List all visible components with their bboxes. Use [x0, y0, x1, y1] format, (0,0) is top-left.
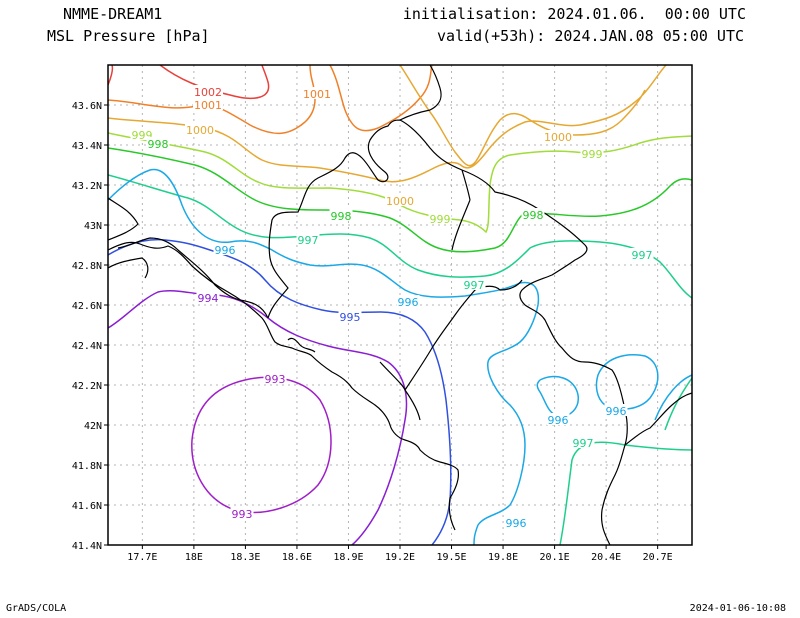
x-tick-label: 18.6E [282, 552, 312, 563]
contour-label-bg [185, 123, 215, 135]
y-tick-label: 42.8N [72, 261, 102, 272]
contour-label: 1002 [194, 86, 222, 99]
software-credit: GrADS/COLA [6, 603, 67, 614]
contour-label: 994 [198, 292, 219, 305]
contour-label-bg [338, 310, 362, 322]
contour-label: 1000 [544, 131, 572, 144]
axis-ticks: 17.7E 18E 18.3E 18.6E 18.9E 19.2E 19.5E 19.8E 20… [72, 101, 673, 563]
grid-lines [108, 65, 692, 545]
contour-label: 995 [340, 311, 361, 324]
contour-label: 998 [148, 138, 169, 151]
border [108, 65, 692, 545]
contour-label-bg [329, 209, 353, 221]
x-tick-label: 19.8E [488, 552, 518, 563]
contour-label-bg [462, 278, 486, 290]
contour-label: 997 [298, 234, 319, 247]
y-tick-label: 42N [84, 421, 102, 432]
y-tick-label: 43.2N [72, 181, 102, 192]
x-tick-label: 18.9E [333, 552, 363, 563]
contour-label: 999 [430, 213, 451, 226]
y-tick-label: 43N [84, 221, 102, 232]
initialisation-time: initialisation: 2024.01.06. 00:00 UTC [402, 5, 746, 23]
contour-label: 996 [398, 296, 419, 309]
x-tick-label: 20.4E [591, 552, 621, 563]
isobar-994 [108, 290, 408, 545]
x-tick-label: 20.1E [540, 552, 570, 563]
contour-label-bg [302, 87, 332, 99]
isobar-998 [108, 147, 692, 253]
contour-label-bg [263, 372, 287, 384]
contour-label-bg [521, 208, 545, 220]
contour-label-bg [146, 137, 170, 149]
x-tick-label: 20.7E [643, 552, 673, 563]
coastline [108, 197, 460, 531]
isobar-1000 [108, 65, 667, 183]
contour-label: 1000 [186, 124, 214, 137]
isobar-996 [108, 168, 692, 545]
contour-label-bg [580, 147, 604, 159]
contour-label-bg [504, 516, 528, 528]
isobar-993 [191, 376, 332, 514]
contour-label-bg [546, 413, 570, 425]
contour-label: 993 [232, 508, 253, 521]
valid-time: valid(+53h): 2024.JAN.08 05:00 UTC [436, 27, 744, 45]
isobar-1002 [108, 65, 270, 99]
contour-label-bg [193, 98, 223, 110]
isobar-999 [108, 132, 692, 234]
contour-label-bg [571, 436, 595, 448]
contour-label-bg [543, 130, 573, 142]
isobar-1001 [108, 65, 433, 134]
render-timestamp: 2024-01-06-10:08 [689, 603, 786, 614]
x-tick-label: 17.7E [127, 552, 157, 563]
contour-label: 997 [573, 437, 594, 450]
contour-label: 997 [632, 249, 653, 262]
contour-label-bg [385, 194, 415, 206]
x-tick-label: 18.3E [230, 552, 260, 563]
contour-label-bg [213, 243, 237, 255]
x-tick-label: 18E [185, 552, 203, 563]
y-tick-label: 43.6N [72, 101, 102, 112]
contour-label-bg [230, 507, 254, 519]
variable-title: MSL Pressure [hPa] [47, 27, 210, 45]
contour-label-bg [428, 212, 452, 224]
model-title: NMME-DREAM1 [63, 5, 163, 23]
contour-label: 996 [606, 405, 627, 418]
contour-label-bg [196, 291, 220, 303]
y-tick-label: 42.6N [72, 301, 102, 312]
y-tick-label: 42.4N [72, 341, 102, 352]
contour-label: 996 [215, 244, 236, 257]
x-tick-label: 19.2E [385, 552, 415, 563]
contour-label: 1001 [303, 88, 331, 101]
contour-label-bg [296, 233, 320, 245]
contour-label-bg [630, 248, 654, 260]
x-tick-label: 19.5E [436, 552, 466, 563]
contour-label-bg [193, 85, 223, 97]
contour-label: 993 [265, 373, 286, 386]
y-tick-label: 42.2N [72, 381, 102, 392]
contour-label-bg [396, 295, 420, 307]
contour-label-bg [604, 404, 628, 416]
contour-label: 998 [523, 209, 544, 222]
y-tick-label: 43.4N [72, 141, 102, 152]
y-tick-label: 41.6N [72, 501, 102, 512]
contour-label: 996 [506, 517, 527, 530]
contour-label: 1001 [194, 99, 222, 112]
contour-label: 1000 [386, 195, 414, 208]
contour-label: 997 [464, 279, 485, 292]
contour-label: 998 [331, 210, 352, 223]
contour-label: 996 [548, 414, 569, 427]
contour-label: 999 [582, 148, 603, 161]
y-tick-label: 41.8N [72, 461, 102, 472]
y-tick-label: 41.4N [72, 541, 102, 552]
